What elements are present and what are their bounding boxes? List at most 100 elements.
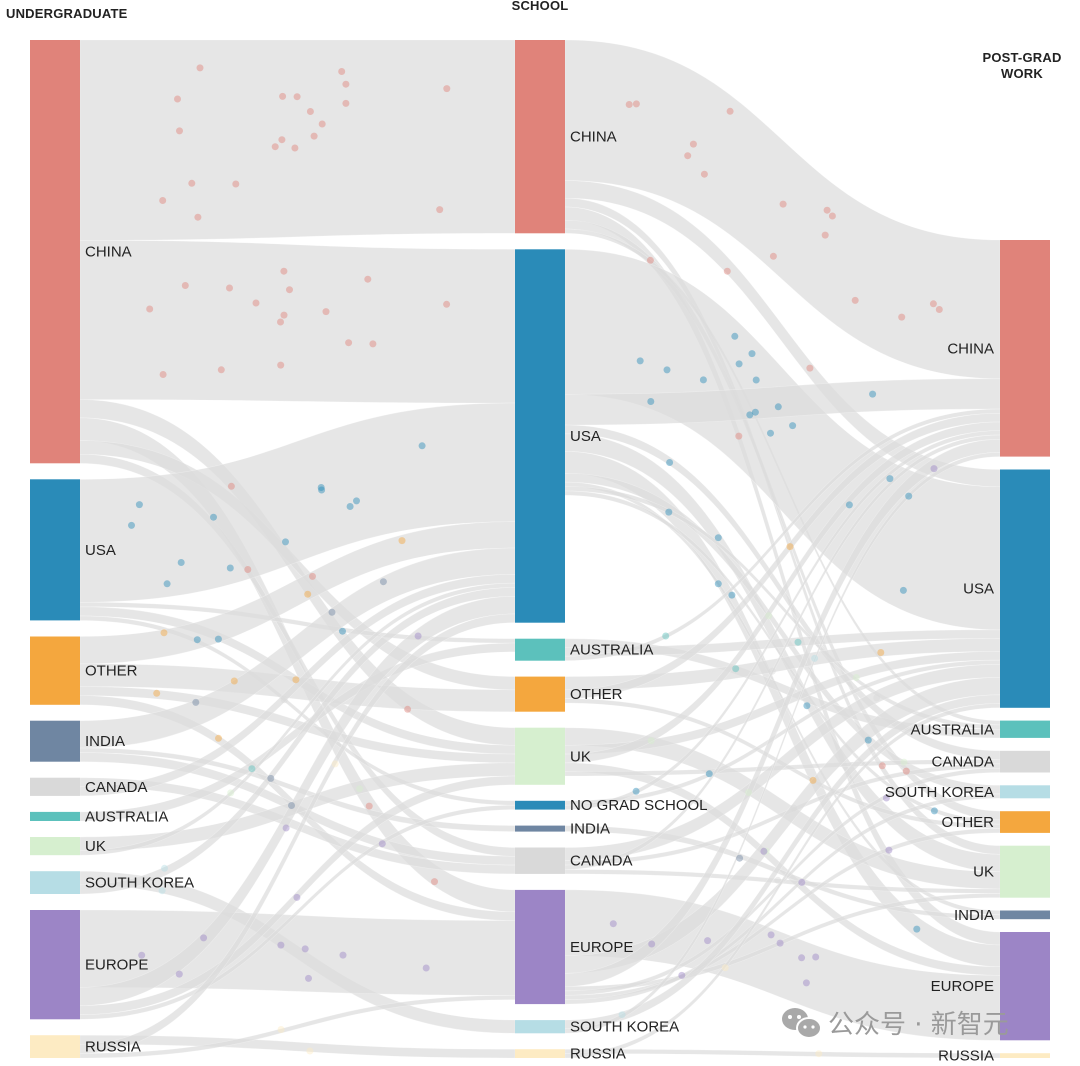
particle-dot [346,503,354,510]
node-undergraduate-south-korea [30,871,80,894]
particle-dot [731,332,739,340]
link-undergraduate-china-to-china [79,39,516,241]
particle-dot [699,376,707,384]
label-undergraduate-china: CHINA [85,244,132,261]
particle-dot [823,206,831,214]
particle-dot [806,364,814,372]
node-school-china [515,40,565,234]
particle-dot [751,408,759,416]
label-work-russia: RUSSIA [938,1048,994,1065]
column-title-undergraduate: UNDERGRADUATE [6,6,128,21]
particle-dot [436,206,444,214]
label-work-usa: USA [963,581,994,598]
particle-dot [175,970,183,978]
node-undergraduate-china [30,40,80,464]
particle-dot [700,170,708,178]
particle-dot [128,782,136,790]
particle-dot [636,357,644,365]
particle-dot [714,580,722,588]
particle-dot [277,1026,285,1033]
particle-dot [935,306,943,313]
particle-dot [762,847,770,855]
node-school-other [515,676,565,712]
particle-dot [684,152,692,160]
node-undergraduate-europe [30,910,80,1020]
label-undergraduate-australia: AUSTRALIA [85,809,168,826]
particle-dot [443,300,451,308]
label-undergraduate-india: INDIA [85,733,125,750]
particle-dot [745,789,752,796]
particle-dot [159,197,167,204]
particle-dot [632,787,640,795]
particle-dot [609,920,617,928]
label-school-europe: EUROPE [570,939,633,956]
label-school-south-korea: SOUTH KOREA [570,1019,679,1036]
particle-dot [331,760,339,768]
particle-dot [318,120,326,128]
particle-dot [188,179,196,187]
particle-dot [662,632,670,640]
particle-dot [279,92,287,100]
node-work-china [1000,240,1050,457]
particle-dot [418,442,426,450]
particle-dot [267,774,275,782]
particle-dot [815,1050,823,1058]
node-labels: CHINA USA OTHER INDIA CANADA AUSTRALIA UK SOUTH… [85,129,994,1065]
particle-dot [230,677,238,685]
particle-dot [689,140,697,148]
particle-dot [900,758,908,766]
node-school-no-grad-school [515,800,565,810]
particle-dot [913,925,921,933]
particle-dot [128,521,135,529]
label-work-south-korea: SOUTH KOREA [885,784,994,801]
column-title-school: SCHOOL [512,0,569,13]
particle-dot [227,482,235,490]
particle-dot [864,736,872,744]
particle-dot [873,694,881,702]
particle-dot [647,398,655,405]
particle-dot [769,252,777,260]
particle-dot [877,649,885,656]
particle-dot [277,941,285,949]
particle-dot [767,429,774,437]
particle-dot [414,632,422,640]
particle-dot [196,64,204,72]
column-title-work-line2: WORK [1001,66,1043,81]
label-school-india: INDIA [570,821,610,838]
particle-dot [828,212,836,220]
node-work-india [1000,910,1050,920]
particle-dot [765,612,773,620]
node-undergraduate-russia [30,1035,80,1058]
particle-dot [138,951,146,959]
particle-dot [244,566,252,573]
label-work-europe: EUROPE [931,978,994,995]
watermark: 公众号 · 新智元 [782,1008,1009,1040]
particle-dot [226,564,234,572]
particle-dot [404,705,412,713]
particle-dot [666,459,674,466]
particle-dot [310,132,318,140]
particle-dot [898,313,906,321]
node-work-europe [1000,932,1050,1041]
particle-dot [736,854,744,862]
particle-dot [306,1047,314,1055]
particle-dot [342,80,350,88]
label-work-australia: AUSTRALIA [911,721,994,738]
node-school-usa [515,249,565,623]
particle-dot [304,590,312,598]
particle-dot [929,300,937,308]
particle-dot [146,305,154,313]
label-undergraduate-other: OTHER [85,663,138,680]
particle-dot [161,864,168,872]
particle-dot [200,934,208,942]
particle-dot [277,318,284,326]
particle-dot [135,501,143,509]
node-school-australia [515,638,565,661]
link-school-australia-to-australia [564,638,1001,739]
particle-dot [286,286,293,294]
label-school-australia: AUSTRALIA [570,642,653,659]
particle-dot [215,734,222,742]
particle-dot [318,486,326,494]
label-school-no-grad-school: NO GRAD SCHOOL [570,797,708,814]
